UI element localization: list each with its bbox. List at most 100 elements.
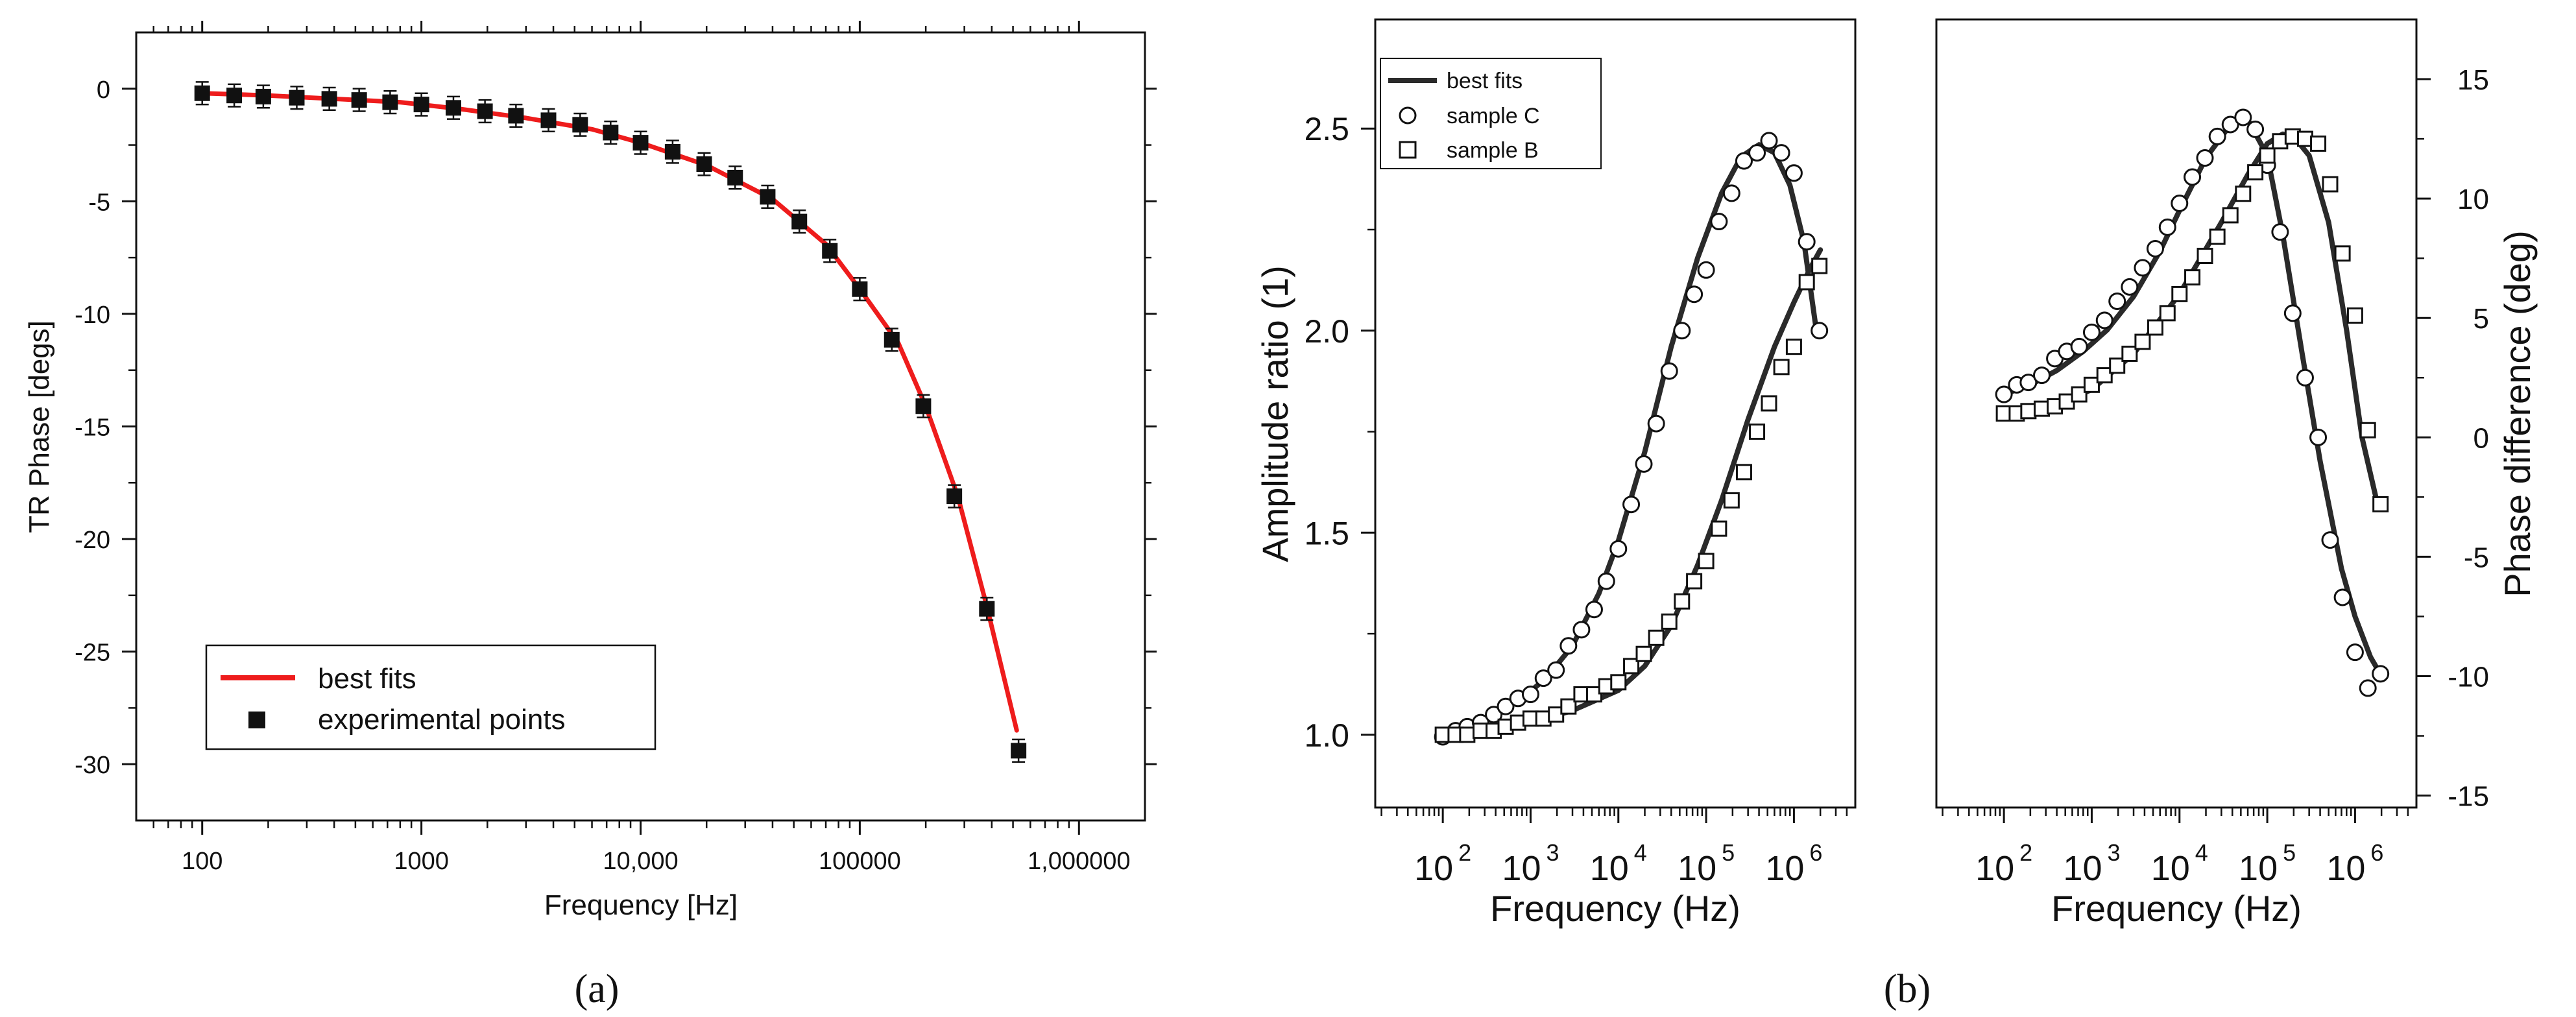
sample-c-point-b-right: [2359, 679, 2377, 697]
sample-c-point-b-left: [1559, 637, 1578, 655]
y-tick-label-b-right: 15: [2457, 64, 2489, 96]
experimental-point-a: [603, 125, 619, 141]
sample-c-point-b-right: [2134, 259, 2152, 277]
sample-c-point-b-right: [2146, 239, 2164, 257]
sample-c-point-b-right: [2271, 223, 2289, 241]
sample-b-point-b-left: [1811, 257, 1828, 274]
sample-b-point-b-right: [2346, 307, 2363, 324]
a-axes-ticks: 100 1000 10,000 100000 1,000000 0 -5 -10 -15 -20 -…: [75, 21, 1157, 875]
sample-c-point-b-right: [2283, 304, 2302, 322]
sample-c-point-b-left: [1673, 322, 1691, 340]
sample-b-point-b-right: [2134, 333, 2151, 350]
experimental-point-a: [664, 143, 680, 160]
sample-b-point-b-left: [1635, 645, 1652, 662]
sample-c-point-b-right: [2082, 323, 2101, 341]
experimental-point-a: [852, 281, 868, 297]
sample-c-point-b-right: [2070, 337, 2088, 355]
experimental-point-a: [632, 135, 649, 151]
sample-c-point-b-left: [1710, 213, 1728, 231]
experimental-point-a: [445, 100, 461, 116]
y-tick-label-b-right: 10: [2457, 184, 2489, 215]
x-tick-label-a: 100000: [819, 848, 901, 875]
sample-b-point-b-right: [2096, 367, 2113, 384]
experimental-point-a: [884, 331, 900, 348]
y-tick-label-a: -15: [75, 414, 110, 442]
x-tick-exponent-b-right: 3: [2107, 839, 2120, 866]
sample-b-point-b-right: [2310, 135, 2327, 152]
sample-b-point-b-left: [1711, 520, 1727, 537]
sample-b-point-b-right: [2147, 319, 2163, 336]
sample-c-point-b-left: [1547, 661, 1565, 679]
x-tick-label-b-right: 10: [1975, 849, 2014, 888]
sample-c-point-b-left: [1811, 322, 1829, 340]
experimental-point-a: [822, 243, 838, 259]
chart-b-left: 10 2 10 3 10 4 10 5 10 61.01.52.02.5 Amplitude ra…: [1255, 18, 1857, 929]
sample-b-point-b-left: [1661, 613, 1678, 630]
sample-c-point-b-left: [1534, 669, 1552, 688]
x-tick-label-b-left: 10: [1678, 849, 1716, 888]
sample-c-point-b-right: [2196, 149, 2214, 167]
experimental-point-a: [946, 488, 963, 505]
sample-c-point-b-right: [1995, 385, 2013, 403]
x-tick-exponent-b-left: 6: [1809, 839, 1822, 866]
sample-c-point-b-left: [1485, 706, 1503, 724]
experimental-point-a: [382, 94, 398, 110]
plot-area-b-right: [1935, 18, 2418, 809]
experimental-point-a: [696, 156, 712, 173]
sample-b-point-b-right: [2109, 357, 2126, 374]
y-tick-label-b-right: -15: [2448, 781, 2489, 813]
sample-c-point-b-left: [1622, 496, 1641, 514]
sample-b-point-b-right: [2247, 164, 2264, 181]
x-tick-label-b-right: 10: [2239, 849, 2278, 888]
sample-b-point-b-right: [2259, 147, 2276, 164]
legend-label-best-fits-b: best fits: [1447, 69, 1523, 93]
sample-c-point-b-left: [1609, 540, 1628, 558]
experimental-point-a: [255, 88, 271, 104]
experimental-point-a: [508, 108, 524, 124]
sample-c-point-b-right: [2208, 127, 2226, 145]
panel-label-a: (a): [575, 967, 620, 1011]
sample-c-point-b-right: [2321, 531, 2339, 549]
sample-c-point-b-right: [2346, 643, 2364, 662]
x-tick-exponent-b-right: 4: [2195, 839, 2208, 866]
sample-b-point-b-left: [1735, 464, 1752, 481]
sample-c-point-b-right: [2171, 195, 2189, 212]
sample-c-point-b-left: [1521, 686, 1539, 704]
sample-c-point-b-left: [1735, 152, 1753, 170]
y-tick-label-a: -20: [75, 527, 110, 554]
experimental-point-a: [289, 90, 305, 106]
b-left-axes-ticks: 10 2 10 3 10 4 10 5 10 61.01.52.02.5: [1304, 111, 1848, 888]
sample-b-point-b-right: [2372, 496, 2389, 512]
sample-b-point-b-left: [1610, 674, 1627, 691]
sample-c-point-b-left: [1772, 144, 1790, 162]
y-tick-label-b-right: -5: [2464, 542, 2489, 573]
a-series-layer: [194, 81, 1027, 763]
sample-c-point-b-left: [1647, 414, 1665, 433]
x-tick-label-b-left: 10: [1414, 849, 1453, 888]
experimental-point-a: [477, 103, 493, 119]
legend-swatch-sample-c: [1399, 106, 1417, 125]
sample-c-point-b-left: [1748, 144, 1766, 162]
sample-c-point-b-left: [1785, 164, 1803, 182]
x-tick-label-b-right: 10: [2063, 849, 2102, 888]
x-tick-label-a: 10,000: [603, 848, 678, 875]
sample-c-point-b-left: [1635, 455, 1653, 473]
sample-c-point-b-right: [2296, 368, 2314, 387]
y-tick-label-a: -25: [75, 640, 110, 667]
sample-b-point-b-right: [2197, 248, 2213, 264]
x-tick-label-b-left: 10: [1590, 849, 1629, 888]
legend-swatch-experimental-a: [248, 712, 265, 728]
legend-box-a: [205, 644, 656, 750]
sample-b-point-b-right: [2209, 228, 2226, 245]
y-tick-label-b-right: 0: [2474, 422, 2489, 454]
x-tick-exponent-b-right: 5: [2283, 839, 2296, 866]
y-tick-label-b-left: 1.0: [1304, 717, 1349, 754]
sample-b-point-b-left: [1698, 553, 1715, 569]
sample-b-point-b-left: [1761, 395, 1777, 412]
experimental-point-a: [915, 398, 932, 414]
experimental-point-a: [540, 112, 557, 128]
sample-c-point-b-left: [1798, 233, 1816, 251]
sample-b-point-b-right: [2222, 207, 2239, 224]
x-tick-exponent-b-left: 4: [1634, 839, 1647, 866]
